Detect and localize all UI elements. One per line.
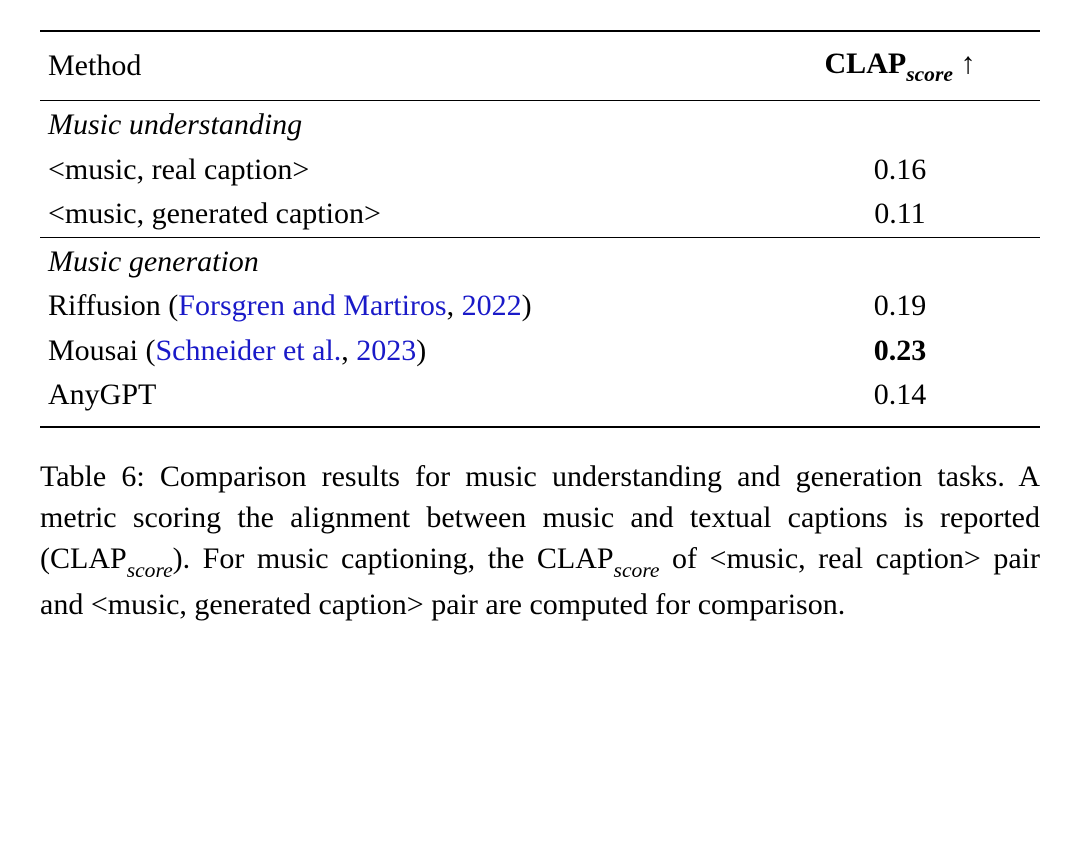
row1-method: <music, real caption> xyxy=(40,148,760,193)
caption-sub1: score xyxy=(127,558,173,582)
row4-method: Mousai (Schneider et al., 2023) xyxy=(40,329,760,374)
section-understanding-row: Music understanding xyxy=(40,101,1040,148)
row3-score: 0.19 xyxy=(760,284,1040,329)
results-table: Method CLAPscore ↑ Music understanding <… xyxy=(40,30,1040,428)
row4-cite-year[interactable]: 2023 xyxy=(356,334,416,367)
results-table-container: Method CLAPscore ↑ Music understanding <… xyxy=(40,30,1040,428)
row5-score: 0.14 xyxy=(760,373,1040,427)
table-row: Mousai (Schneider et al., 2023) 0.23 xyxy=(40,329,1040,374)
section-generation-row: Music generation xyxy=(40,237,1040,284)
table-row: <music, generated caption> 0.11 xyxy=(40,192,1040,237)
row3-method-text: Riffusion xyxy=(48,289,168,322)
row4-method-text: Mousai xyxy=(48,334,146,367)
empty-cell xyxy=(760,101,1040,148)
cite-open-paren: ( xyxy=(146,334,156,367)
empty-cell xyxy=(760,237,1040,284)
row3-cite-authors[interactable]: Forsgren and Martiros xyxy=(178,289,446,322)
row2-score: 0.11 xyxy=(760,192,1040,237)
header-method: Method xyxy=(40,31,760,101)
caption-mid1: ). For music captioning, the CLAP xyxy=(173,542,614,575)
table-row: AnyGPT 0.14 xyxy=(40,373,1040,427)
cite-sep: , xyxy=(447,289,462,322)
cite-open-paren: ( xyxy=(168,289,178,322)
cite-close-paren: ) xyxy=(522,289,532,322)
table-caption: Table 6: Comparison results for music un… xyxy=(40,456,1040,626)
cite-sep: , xyxy=(341,334,356,367)
section-generation-label: Music generation xyxy=(40,237,760,284)
table-header-row: Method CLAPscore ↑ xyxy=(40,31,1040,101)
header-score-main: CLAP xyxy=(825,47,907,80)
row4-score: 0.23 xyxy=(760,329,1040,374)
row1-score: 0.16 xyxy=(760,148,1040,193)
cite-close-paren: ) xyxy=(416,334,426,367)
up-arrow-icon: ↑ xyxy=(960,47,975,80)
caption-sub2: score xyxy=(614,558,660,582)
row4-cite-authors[interactable]: Schneider et al. xyxy=(156,334,342,367)
row3-cite-year[interactable]: 2022 xyxy=(462,289,522,322)
table-row: Riffusion (Forsgren and Martiros, 2022) … xyxy=(40,284,1040,329)
header-score-sub: score xyxy=(906,62,953,86)
row5-method: AnyGPT xyxy=(40,373,760,427)
table-row: <music, real caption> 0.16 xyxy=(40,148,1040,193)
row2-method: <music, generated caption> xyxy=(40,192,760,237)
header-method-label: Method xyxy=(48,49,141,82)
header-score: CLAPscore ↑ xyxy=(760,31,1040,101)
row3-method: Riffusion (Forsgren and Martiros, 2022) xyxy=(40,284,760,329)
section-understanding-label: Music understanding xyxy=(40,101,760,148)
